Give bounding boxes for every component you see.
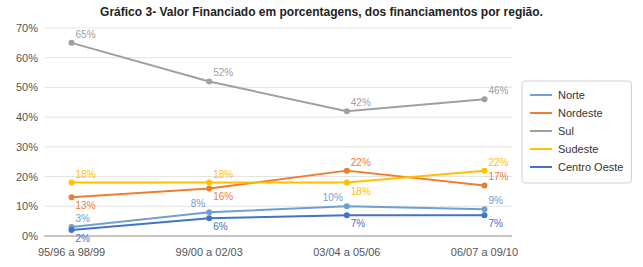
- point: [69, 180, 75, 186]
- data-label: 18%: [213, 169, 233, 180]
- series: [69, 212, 488, 233]
- legend-entry: Norte: [558, 89, 585, 101]
- data-label: 7%: [488, 218, 503, 229]
- point: [206, 180, 212, 186]
- point: [69, 40, 75, 46]
- series: [69, 168, 488, 201]
- line: [72, 43, 485, 111]
- legend-swatch: [530, 166, 552, 168]
- data-label: 52%: [213, 67, 233, 78]
- y-tick-label: 40%: [16, 111, 38, 123]
- point: [206, 209, 212, 215]
- y-tick-label: 30%: [16, 141, 38, 153]
- plot-area: [69, 40, 488, 233]
- series: [69, 40, 488, 114]
- data-label: 18%: [76, 169, 96, 180]
- point: [69, 227, 75, 233]
- legend-swatch: [530, 148, 552, 150]
- legend-entry: Sudeste: [558, 143, 598, 155]
- y-tick-label: 20%: [16, 171, 38, 183]
- legend-entry: Nordeste: [558, 107, 603, 119]
- y-axis: 0% 10% 20% 30% 40% 50% 60% 70%: [16, 22, 512, 242]
- legend-swatch: [530, 130, 552, 132]
- data-label: 10%: [323, 192, 343, 203]
- x-tick-label: 95/96 a 98/99: [38, 246, 105, 258]
- point: [344, 203, 350, 209]
- data-label: 18%: [351, 186, 371, 197]
- point: [206, 185, 212, 191]
- axis-line: [44, 236, 512, 237]
- data-label: 3%: [76, 213, 91, 224]
- point: [206, 215, 212, 221]
- point: [206, 78, 212, 84]
- y-tick-label: 60%: [16, 52, 38, 64]
- data-label: 46%: [488, 85, 508, 96]
- grid-line: [44, 87, 512, 88]
- line: [72, 171, 485, 198]
- data-label: 17%: [488, 171, 508, 182]
- legend-entry: Sul: [558, 125, 574, 137]
- point: [344, 180, 350, 186]
- point: [344, 168, 350, 174]
- data-label: 16%: [213, 191, 233, 202]
- grid-line: [44, 57, 512, 58]
- data-labels: 3% 8% 10% 9% 13% 16% 22% 17% 65% 52% 42% 46% 18% 18% 1…: [76, 29, 509, 244]
- grid-line: [44, 117, 512, 118]
- x-tick-label: 03/04 a 05/06: [313, 246, 380, 258]
- data-label: 13%: [76, 200, 96, 211]
- grid-line: [44, 176, 512, 177]
- point: [69, 194, 75, 200]
- data-label: 2%: [76, 233, 91, 244]
- point: [481, 168, 487, 174]
- point: [344, 108, 350, 114]
- y-tick-label: 10%: [16, 200, 38, 212]
- x-axis: 95/96 a 98/99 99/00 a 02/03 03/04 a 05/06 0…: [38, 236, 518, 258]
- legend-swatch: [530, 112, 552, 114]
- chart: Gráfico 3- Valor Financiado em porcentag…: [0, 0, 643, 267]
- grid-line: [44, 206, 512, 207]
- x-tick-label: 99/00 a 02/03: [176, 246, 243, 258]
- point: [481, 206, 487, 212]
- grid-line: [44, 146, 512, 147]
- legend-entry: Centro Oeste: [558, 161, 623, 173]
- y-tick-label: 50%: [16, 81, 38, 93]
- data-label: 8%: [191, 198, 206, 209]
- data-label: 22%: [488, 157, 508, 168]
- series: [69, 168, 488, 186]
- legend-box: [522, 81, 631, 183]
- grid-line: [44, 28, 512, 29]
- point: [481, 182, 487, 188]
- y-tick-label: 70%: [16, 22, 38, 34]
- data-label: 42%: [351, 97, 371, 108]
- data-label: 22%: [351, 157, 371, 168]
- point: [481, 96, 487, 102]
- point: [481, 212, 487, 218]
- line: [72, 215, 485, 230]
- y-tick-label: 0%: [22, 230, 38, 242]
- line: [72, 171, 485, 183]
- point: [344, 212, 350, 218]
- x-tick-label: 06/07 a 09/10: [451, 246, 518, 258]
- title: Gráfico 3- Valor Financiado em porcentag…: [100, 5, 543, 19]
- data-label: 7%: [351, 218, 366, 229]
- legend-swatch: [530, 94, 552, 96]
- data-label: 65%: [76, 29, 96, 40]
- data-label: 6%: [213, 221, 228, 232]
- series: [69, 203, 488, 230]
- grid-line: [44, 236, 512, 237]
- data-label: 9%: [488, 195, 503, 206]
- legend: Norte Nordeste Sul Sudeste Centro Oeste: [522, 81, 631, 183]
